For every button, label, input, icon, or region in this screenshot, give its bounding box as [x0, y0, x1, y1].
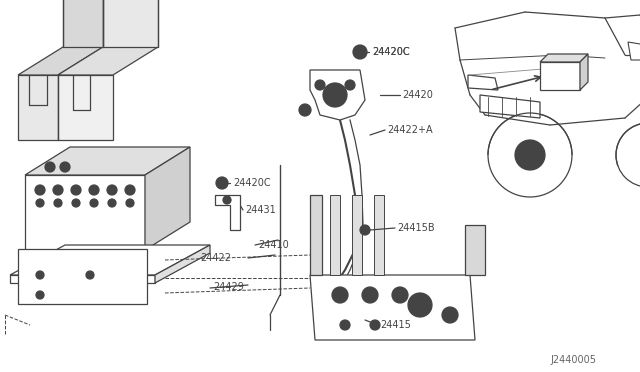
Polygon shape	[10, 245, 210, 275]
Circle shape	[89, 185, 99, 195]
Circle shape	[329, 89, 341, 101]
Circle shape	[125, 185, 135, 195]
Text: 24420: 24420	[402, 90, 433, 100]
Circle shape	[71, 185, 81, 195]
Polygon shape	[480, 95, 540, 118]
Circle shape	[35, 185, 45, 195]
Circle shape	[53, 185, 63, 195]
Circle shape	[340, 320, 350, 330]
Polygon shape	[310, 195, 322, 275]
Polygon shape	[10, 275, 155, 283]
Circle shape	[360, 225, 370, 235]
Circle shape	[299, 104, 311, 116]
Circle shape	[36, 271, 44, 279]
Text: 24422+A: 24422+A	[387, 125, 433, 135]
Polygon shape	[58, 47, 158, 75]
Polygon shape	[145, 147, 190, 250]
Polygon shape	[310, 70, 365, 120]
Circle shape	[126, 199, 134, 207]
Polygon shape	[18, 249, 147, 304]
Circle shape	[315, 80, 325, 90]
Circle shape	[86, 271, 94, 279]
Circle shape	[45, 162, 55, 172]
Circle shape	[442, 307, 458, 323]
Polygon shape	[628, 42, 640, 60]
Polygon shape	[18, 47, 103, 75]
Circle shape	[515, 140, 545, 170]
Polygon shape	[540, 62, 580, 90]
Circle shape	[54, 199, 62, 207]
Circle shape	[370, 320, 380, 330]
Circle shape	[108, 199, 116, 207]
Polygon shape	[63, 0, 103, 47]
Circle shape	[63, 164, 67, 170]
Polygon shape	[103, 0, 158, 47]
Text: J2440005: J2440005	[550, 355, 596, 365]
Circle shape	[60, 162, 70, 172]
Text: 24415B: 24415B	[397, 223, 435, 233]
Polygon shape	[215, 195, 240, 230]
Polygon shape	[540, 54, 588, 62]
Text: 24420C: 24420C	[233, 178, 271, 188]
Text: 24420C: 24420C	[372, 47, 410, 57]
Circle shape	[345, 80, 355, 90]
Circle shape	[223, 196, 231, 204]
Circle shape	[47, 164, 52, 170]
Polygon shape	[18, 75, 58, 140]
Polygon shape	[310, 275, 475, 340]
Circle shape	[36, 291, 44, 299]
Circle shape	[332, 287, 348, 303]
Circle shape	[216, 177, 228, 189]
Circle shape	[107, 185, 117, 195]
Polygon shape	[330, 195, 340, 275]
Circle shape	[90, 199, 98, 207]
Circle shape	[36, 199, 44, 207]
Circle shape	[362, 287, 378, 303]
Circle shape	[323, 83, 347, 107]
Circle shape	[353, 45, 367, 59]
Text: 24422: 24422	[200, 253, 231, 263]
Text: 24420C: 24420C	[372, 47, 410, 57]
Text: 24415: 24415	[380, 320, 411, 330]
Circle shape	[356, 48, 364, 55]
Polygon shape	[25, 175, 145, 250]
Polygon shape	[25, 147, 190, 175]
Polygon shape	[465, 225, 485, 275]
Text: 24429: 24429	[213, 282, 244, 292]
Circle shape	[392, 287, 408, 303]
Polygon shape	[58, 75, 113, 140]
Circle shape	[219, 180, 225, 186]
Polygon shape	[374, 195, 384, 275]
Polygon shape	[155, 245, 210, 283]
Circle shape	[302, 107, 308, 113]
Polygon shape	[468, 75, 498, 90]
Circle shape	[408, 293, 432, 317]
Text: 24410: 24410	[258, 240, 289, 250]
Circle shape	[362, 228, 367, 232]
Circle shape	[72, 199, 80, 207]
Text: 24431: 24431	[245, 205, 276, 215]
Polygon shape	[580, 54, 588, 90]
Polygon shape	[352, 195, 362, 275]
